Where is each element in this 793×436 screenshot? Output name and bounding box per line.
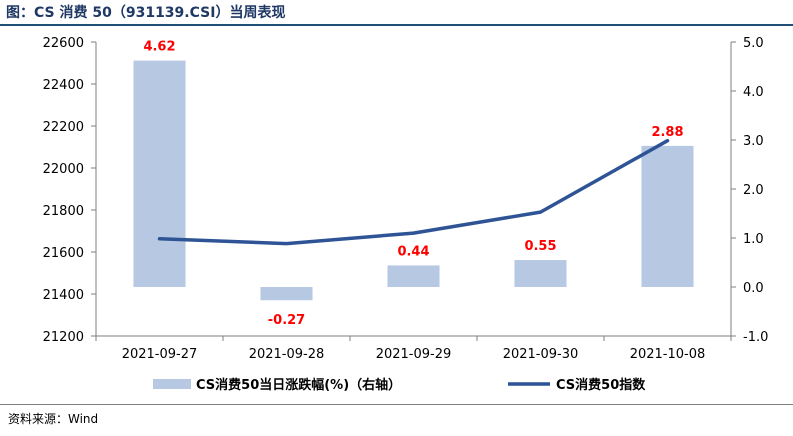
bar [641,145,694,287]
x-tick-label: 2021-09-30 [503,347,579,362]
left-tick-label: 22200 [43,120,84,135]
right-tick-label: 1.0 [743,232,764,247]
bar [260,287,313,301]
bar-data-label: 2.88 [651,125,683,140]
x-tick-label: 2021-09-29 [376,347,452,362]
x-tick-label: 2021-10-08 [630,347,706,362]
left-tick-label: 21200 [43,330,84,345]
right-tick-label: -1.0 [743,330,768,345]
right-tick-label: 5.0 [743,36,764,51]
legend-bar-swatch [153,379,191,389]
legend-line-label: CS消费50指数 [556,377,646,393]
right-tick-label: 3.0 [743,134,764,149]
bar-data-label: 0.44 [397,244,429,259]
bar-data-label: 4.62 [143,40,175,55]
title-divider [0,24,793,26]
chart-title: 图：CS 消费 50（931139.CSI）当周表现 [6,5,286,21]
left-tick-label: 21400 [43,288,84,303]
legend-bar-label: CS消费50当日涨跌幅(%)（右轴） [196,377,401,393]
right-tick-label: 2.0 [743,183,764,198]
x-tick-label: 2021-09-27 [122,347,198,362]
chart-canvas: 21200 21400 21600 21800 22000 22200 22400 22600… [43,36,769,393]
bar-data-label: -0.27 [268,313,305,328]
left-tick-label: 21600 [43,246,84,261]
bar [387,265,440,287]
left-tick-label: 21800 [43,204,84,219]
footer-divider [0,404,793,405]
right-tick-label: 0.0 [743,281,764,296]
bar-data-label: 0.55 [524,239,556,254]
index-line [157,138,670,246]
x-tick-label: 2021-09-28 [249,347,325,362]
left-tick-label: 22000 [43,162,84,177]
bar [514,260,567,287]
left-tick-label: 22600 [43,36,84,51]
right-tick-label: 4.0 [743,85,764,100]
bar [133,60,186,288]
left-tick-label: 22400 [43,78,84,93]
source-note: 资料来源：Wind [8,412,99,426]
